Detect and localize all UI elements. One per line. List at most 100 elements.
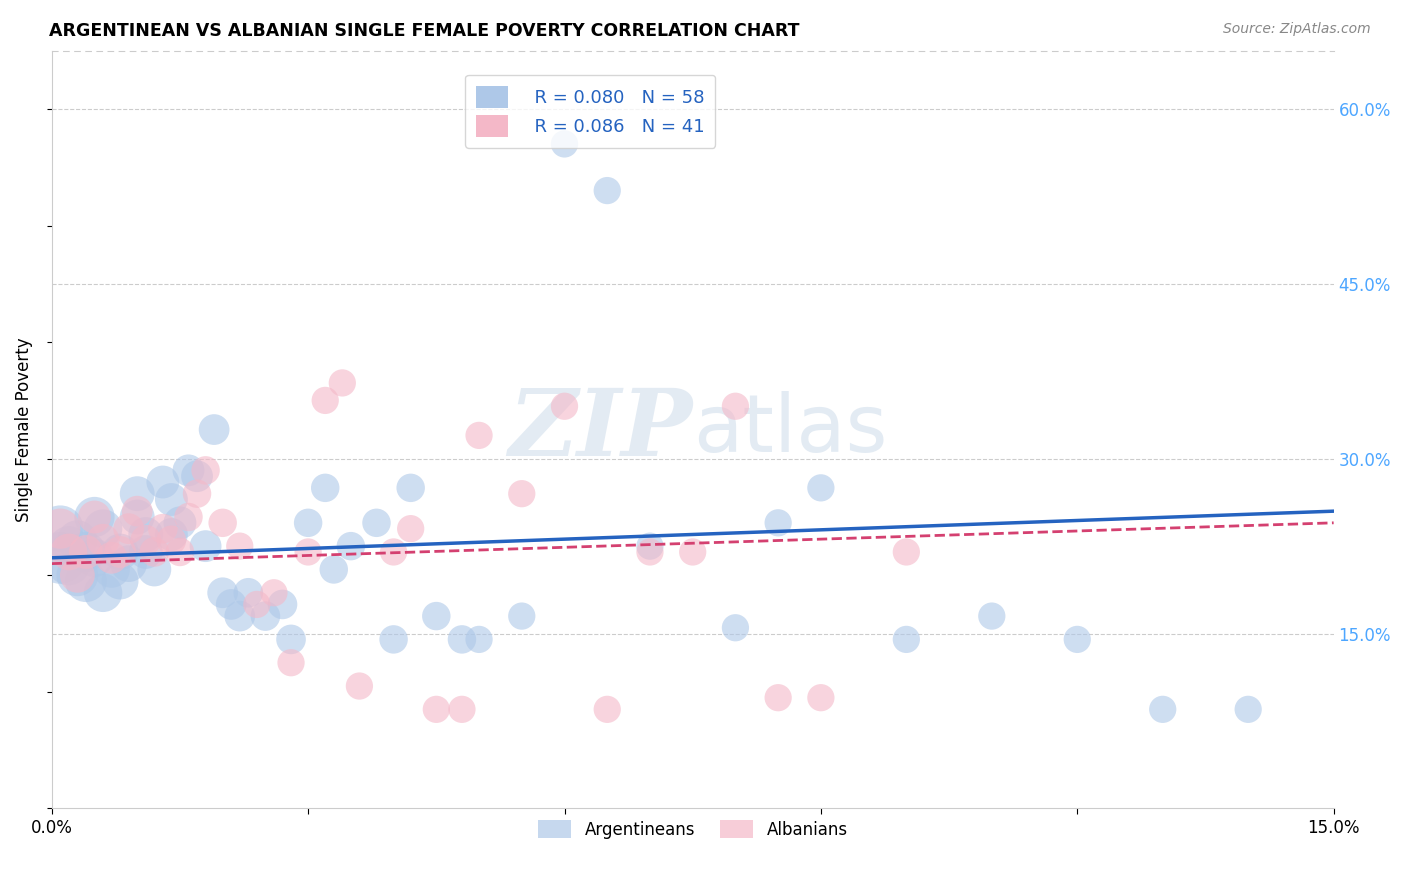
Point <box>399 481 422 495</box>
Point <box>211 516 233 530</box>
Point <box>160 492 183 507</box>
Point <box>297 545 319 559</box>
Point <box>219 598 242 612</box>
Point <box>100 562 122 576</box>
Point <box>340 539 363 553</box>
Point <box>468 428 491 442</box>
Point <box>297 516 319 530</box>
Point <box>108 545 131 559</box>
Point <box>83 510 105 524</box>
Point <box>135 545 157 559</box>
Point <box>314 393 336 408</box>
Point <box>314 481 336 495</box>
Point <box>510 486 533 500</box>
Point <box>468 632 491 647</box>
Point <box>382 632 405 647</box>
Point <box>75 574 97 588</box>
Point <box>152 475 174 489</box>
Point <box>211 586 233 600</box>
Point <box>810 481 832 495</box>
Y-axis label: Single Female Poverty: Single Female Poverty <box>15 337 32 522</box>
Point <box>980 609 1002 624</box>
Point <box>638 545 661 559</box>
Text: ZIP: ZIP <box>509 384 693 475</box>
Point <box>596 702 619 716</box>
Point <box>160 533 183 548</box>
Point <box>118 522 141 536</box>
Point <box>75 545 97 559</box>
Point <box>127 504 149 518</box>
Point <box>100 550 122 565</box>
Point <box>229 609 252 624</box>
Point <box>177 510 200 524</box>
Point <box>118 557 141 571</box>
Point <box>194 463 217 477</box>
Point <box>349 679 371 693</box>
Point <box>1152 702 1174 716</box>
Point <box>451 632 474 647</box>
Point <box>330 376 353 390</box>
Point <box>263 586 285 600</box>
Point <box>75 545 97 559</box>
Point <box>66 533 89 548</box>
Point <box>229 539 252 553</box>
Point <box>553 136 575 151</box>
Point <box>58 539 80 553</box>
Point <box>1066 632 1088 647</box>
Point <box>108 574 131 588</box>
Point <box>425 702 447 716</box>
Point <box>169 516 191 530</box>
Point <box>143 562 166 576</box>
Point <box>766 690 789 705</box>
Point <box>724 621 747 635</box>
Point <box>366 516 388 530</box>
Point <box>280 632 302 647</box>
Point <box>425 609 447 624</box>
Point <box>810 690 832 705</box>
Point <box>596 184 619 198</box>
Text: atlas: atlas <box>693 391 887 468</box>
Legend: Argentineans, Albanians: Argentineans, Albanians <box>531 814 855 846</box>
Point <box>108 545 131 559</box>
Point <box>766 516 789 530</box>
Point <box>896 545 918 559</box>
Point <box>83 510 105 524</box>
Point <box>510 609 533 624</box>
Point <box>638 539 661 553</box>
Point <box>143 545 166 559</box>
Point <box>91 586 114 600</box>
Point <box>280 656 302 670</box>
Point <box>66 568 89 582</box>
Point <box>202 423 225 437</box>
Point <box>553 399 575 413</box>
Text: ARGENTINEAN VS ALBANIAN SINGLE FEMALE POVERTY CORRELATION CHART: ARGENTINEAN VS ALBANIAN SINGLE FEMALE PO… <box>49 22 800 40</box>
Point <box>451 702 474 716</box>
Point <box>724 399 747 413</box>
Point <box>186 486 208 500</box>
Point <box>238 586 260 600</box>
Point <box>186 469 208 483</box>
Point <box>58 557 80 571</box>
Point <box>1237 702 1260 716</box>
Point <box>91 522 114 536</box>
Point <box>682 545 704 559</box>
Point <box>399 522 422 536</box>
Point <box>177 463 200 477</box>
Point <box>254 609 277 624</box>
Point <box>246 598 269 612</box>
Text: Source: ZipAtlas.com: Source: ZipAtlas.com <box>1223 22 1371 37</box>
Point <box>152 522 174 536</box>
Point <box>66 568 89 582</box>
Point <box>135 533 157 548</box>
Point <box>91 533 114 548</box>
Point <box>322 562 344 576</box>
Point <box>271 598 294 612</box>
Point <box>160 527 183 541</box>
Point <box>382 545 405 559</box>
Point <box>169 545 191 559</box>
Point <box>83 550 105 565</box>
Point <box>49 550 72 565</box>
Point <box>896 632 918 647</box>
Point <box>194 539 217 553</box>
Point <box>127 510 149 524</box>
